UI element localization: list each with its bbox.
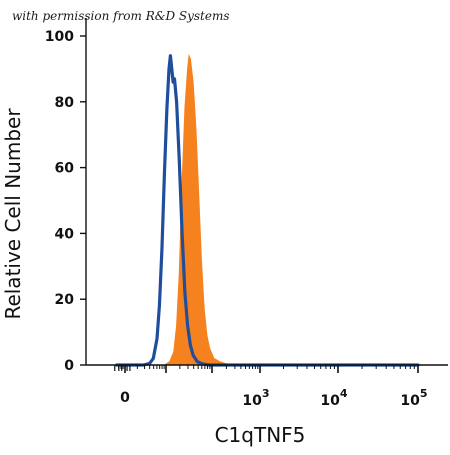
x-axis-title: C1qTNF5 xyxy=(215,423,306,447)
y-tick-label-80: 80 xyxy=(55,95,75,111)
y-tick-label-60: 60 xyxy=(55,161,75,177)
x-tick-label-2: 104 xyxy=(320,387,347,409)
y-tick-label-100: 100 xyxy=(45,29,74,45)
y-tick-label-0: 0 xyxy=(64,358,74,374)
y-axis-title: Relative Cell Number xyxy=(1,108,25,320)
watermark-text: with permission from R&D Systems xyxy=(12,9,230,23)
axes-layer: 0 20 40 60 80 100 0 103 104 105 xyxy=(45,18,448,409)
y-tick-label-20: 20 xyxy=(55,292,75,308)
series-outline-histogram xyxy=(115,54,420,367)
series-filled-histogram xyxy=(164,53,418,366)
series-layer xyxy=(115,53,420,367)
x-tick-label-1: 103 xyxy=(242,387,269,409)
x-tick-label-3: 105 xyxy=(400,387,427,409)
x-tick-label-0: 0 xyxy=(120,390,130,406)
y-tick-label-40: 40 xyxy=(55,226,75,242)
